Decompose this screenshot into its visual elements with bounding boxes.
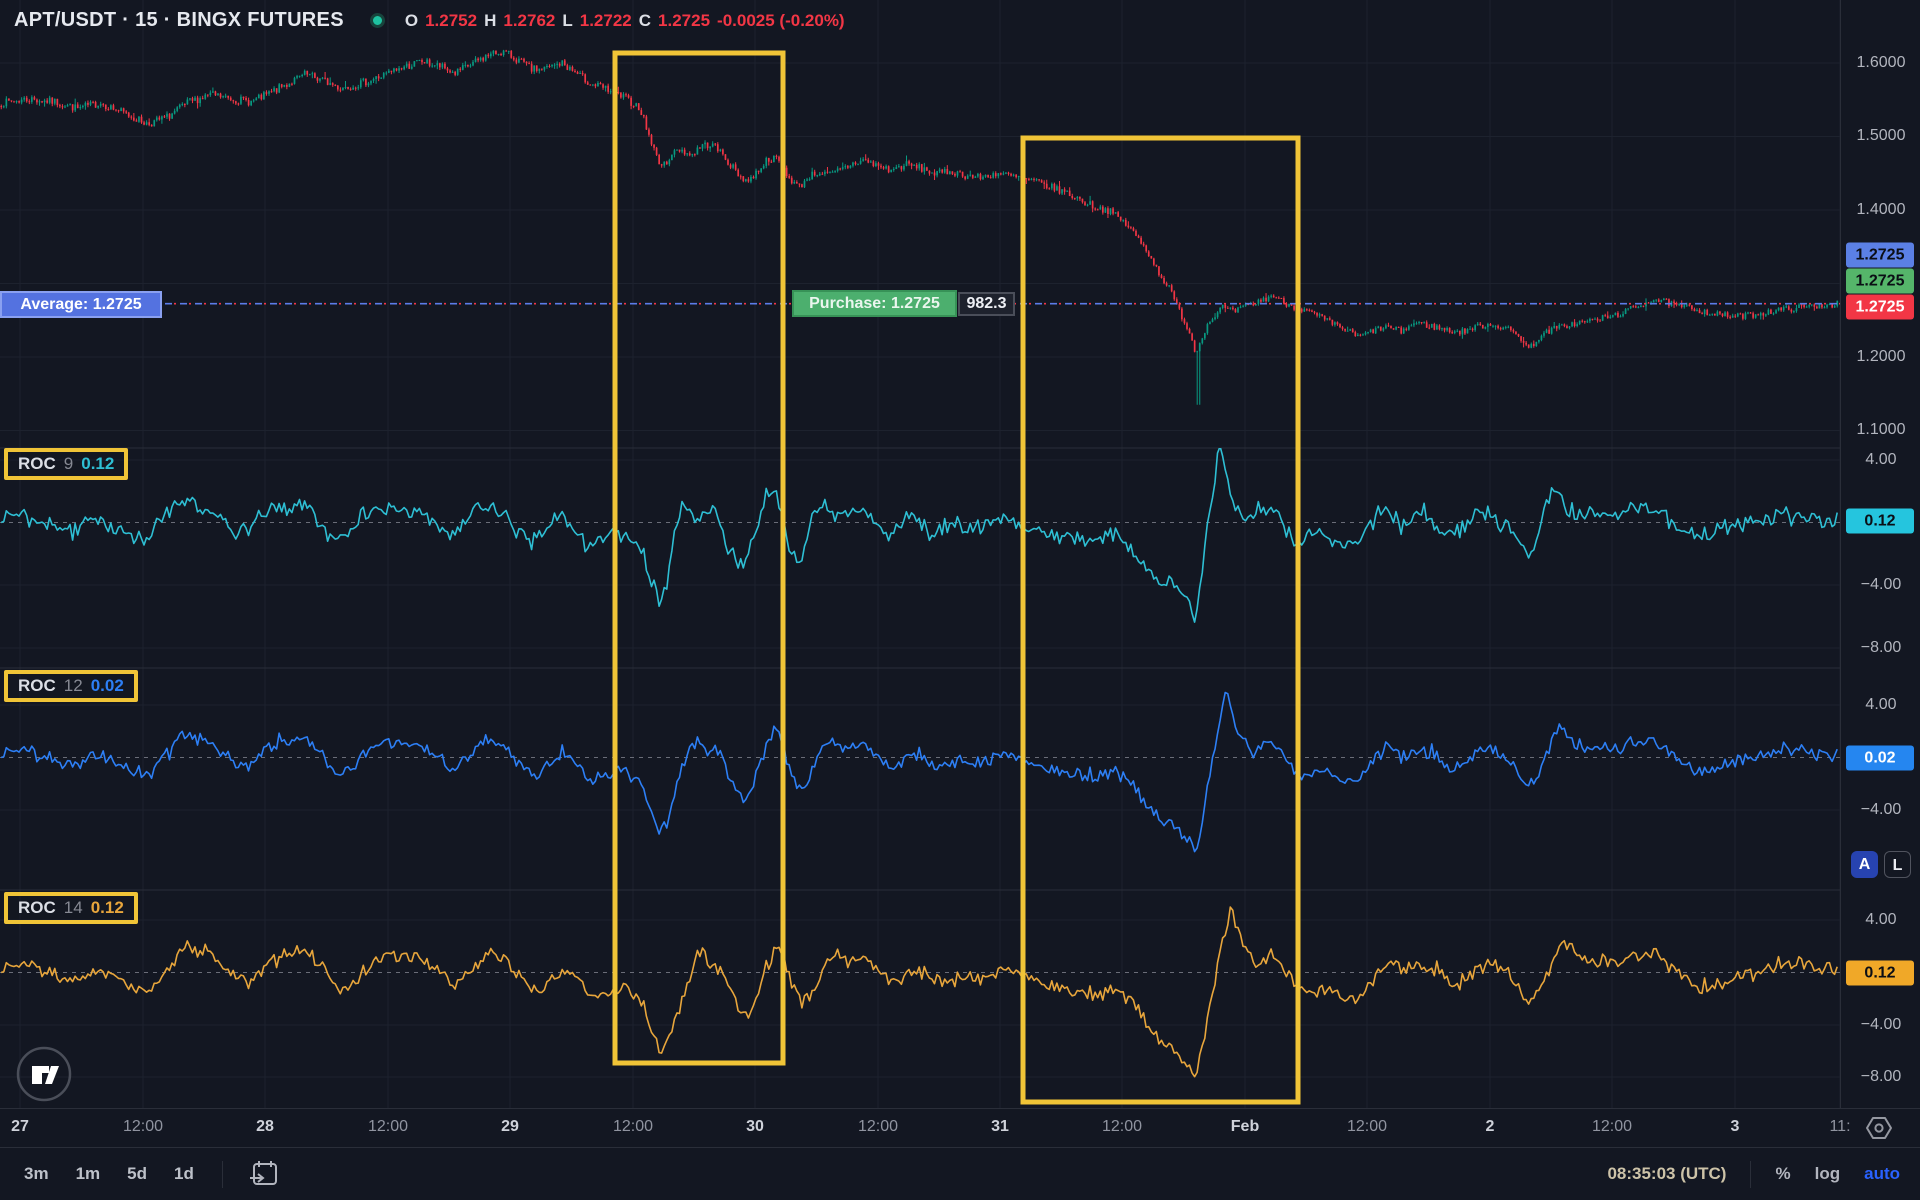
time-axis-tick: 12:00	[612, 1118, 654, 1135]
high-value: 1.2762	[503, 10, 556, 30]
scale-controls: 08:35:03 (UTC) % log auto	[1607, 1160, 1920, 1188]
indicator-axis-label: 4.00	[1865, 911, 1897, 928]
time-axis[interactable]: 27 12:00 28 12:00 29 12:00 30 12:00 31 12:00 Feb 12…	[0, 1108, 1920, 1148]
ohlc-readout: O 1.2752 H 1.2762 L 1.2722 C 1.2725 -0.0025 …	[405, 11, 845, 31]
price-axis-label: 1.1000	[1856, 421, 1906, 438]
roc-indicator-legend[interactable]: ROC 14 0.12	[4, 892, 138, 924]
indicator-axis-label: −4.00	[1860, 1016, 1902, 1033]
time-axis-tick: 12:00	[122, 1118, 164, 1135]
indicator-axis-label: −8.00	[1860, 1068, 1902, 1085]
price-axis-label: 1.2000	[1856, 348, 1906, 365]
time-axis-tick: 29	[501, 1118, 519, 1135]
log-scale-toggle[interactable]: log	[1814, 1164, 1841, 1183]
time-axis-tick: 12:00	[1346, 1118, 1388, 1135]
indicator-name: ROC	[18, 676, 56, 695]
range-button-1m[interactable]: 1m	[75, 1164, 101, 1183]
roc-value-badge: 0.12	[1846, 508, 1914, 534]
indicator-value: 0.12	[81, 454, 115, 473]
roc-indicator-legend[interactable]: ROC 9 0.12	[4, 448, 129, 480]
price-axis-label: 1.6000	[1856, 54, 1906, 71]
indicator-name: ROC	[18, 454, 56, 473]
price-axis-label: 1.4000	[1856, 201, 1906, 218]
auto-scale-toggle[interactable]: auto	[1864, 1164, 1900, 1183]
roc-indicator-legend[interactable]: ROC 12 0.02	[4, 670, 138, 702]
indicator-value: 0.02	[90, 676, 124, 695]
symbol-title[interactable]: APT/USDT · 15 · BINGX FUTURES	[14, 9, 344, 31]
range-button-5d[interactable]: 5d	[127, 1164, 147, 1183]
time-axis-tick: 27	[11, 1118, 29, 1135]
open-value: 1.2752	[425, 10, 478, 30]
highlight-region	[1020, 135, 1301, 1105]
price-axis[interactable]: 1.6000 1.5000 1.4000 1.2000 1.1000 1.2725 1.27…	[1840, 0, 1920, 1147]
toolbar-divider	[221, 1160, 223, 1188]
tradingview-logo-icon[interactable]	[14, 1044, 74, 1104]
log-scale-button[interactable]: L	[1884, 851, 1911, 878]
last-price-badge: 1.2725	[1846, 294, 1914, 320]
time-axis-tick: 11:	[1829, 1118, 1851, 1135]
range-button-3m[interactable]: 3m	[24, 1164, 49, 1183]
indicator-period: 14	[63, 898, 83, 917]
auto-scale-button[interactable]: A	[1851, 851, 1878, 878]
change-value: -0.0025 (-0.20%)	[717, 10, 845, 30]
range-switcher: 3m 1m 5d 1d	[0, 1164, 194, 1184]
purchase-price-label: Purchase: 1.2725	[792, 290, 957, 317]
range-button-1d[interactable]: 1d	[174, 1164, 194, 1183]
toolbar-divider	[1750, 1160, 1752, 1188]
close-label: C	[638, 10, 652, 30]
roc-value-badge: 0.12	[1846, 960, 1914, 986]
high-label: H	[484, 10, 497, 30]
time-axis-tick: Feb	[1230, 1118, 1260, 1135]
time-axis-tick: 12:00	[367, 1118, 409, 1135]
clock-utc[interactable]: 08:35:03 (UTC)	[1607, 1164, 1727, 1183]
close-value: 1.2725	[658, 10, 711, 30]
time-axis-tick: 28	[256, 1118, 274, 1135]
indicator-axis-label: 4.00	[1865, 696, 1897, 713]
indicator-period: 9	[63, 454, 74, 473]
price-axis-label: 1.5000	[1856, 127, 1906, 144]
average-price-badge: 1.2725	[1846, 242, 1914, 268]
highlight-region	[612, 50, 786, 1066]
time-axis-tick: 30	[746, 1118, 764, 1135]
indicator-axis-label: −4.00	[1860, 801, 1902, 818]
percent-scale-button[interactable]: %	[1775, 1164, 1791, 1183]
go-to-date-calendar-icon[interactable]	[247, 1158, 281, 1190]
time-axis-tick: 12:00	[857, 1118, 899, 1135]
time-axis-tick: 31	[991, 1118, 1009, 1135]
purchase-quantity-label: 982.3	[958, 292, 1015, 316]
open-label: O	[404, 10, 419, 30]
time-axis-tick: 2	[1485, 1118, 1495, 1135]
low-value: 1.2722	[579, 10, 632, 30]
time-axis-tick: 3	[1730, 1118, 1740, 1135]
market-status-icon[interactable]	[369, 13, 385, 28]
low-label: L	[562, 10, 573, 30]
indicator-period: 12	[63, 676, 83, 695]
purchase-price-badge: 1.2725	[1846, 268, 1914, 294]
indicator-value: 0.12	[90, 898, 124, 917]
bottom-toolbar: 3m 1m 5d 1d 08:35:03 (UTC) % log auto	[0, 1147, 1920, 1200]
roc-value-badge: 0.02	[1846, 745, 1914, 771]
indicator-axis-label: −8.00	[1860, 639, 1902, 656]
indicator-axis-label: −4.00	[1860, 576, 1902, 593]
indicator-name: ROC	[18, 898, 56, 917]
indicator-axis-label: 4.00	[1865, 451, 1897, 468]
axis-settings-gear-icon[interactable]	[1862, 1113, 1896, 1143]
average-price-label: Average: 1.2725	[0, 291, 162, 318]
time-axis-tick: 12:00	[1591, 1118, 1633, 1135]
time-axis-tick: 12:00	[1101, 1118, 1143, 1135]
